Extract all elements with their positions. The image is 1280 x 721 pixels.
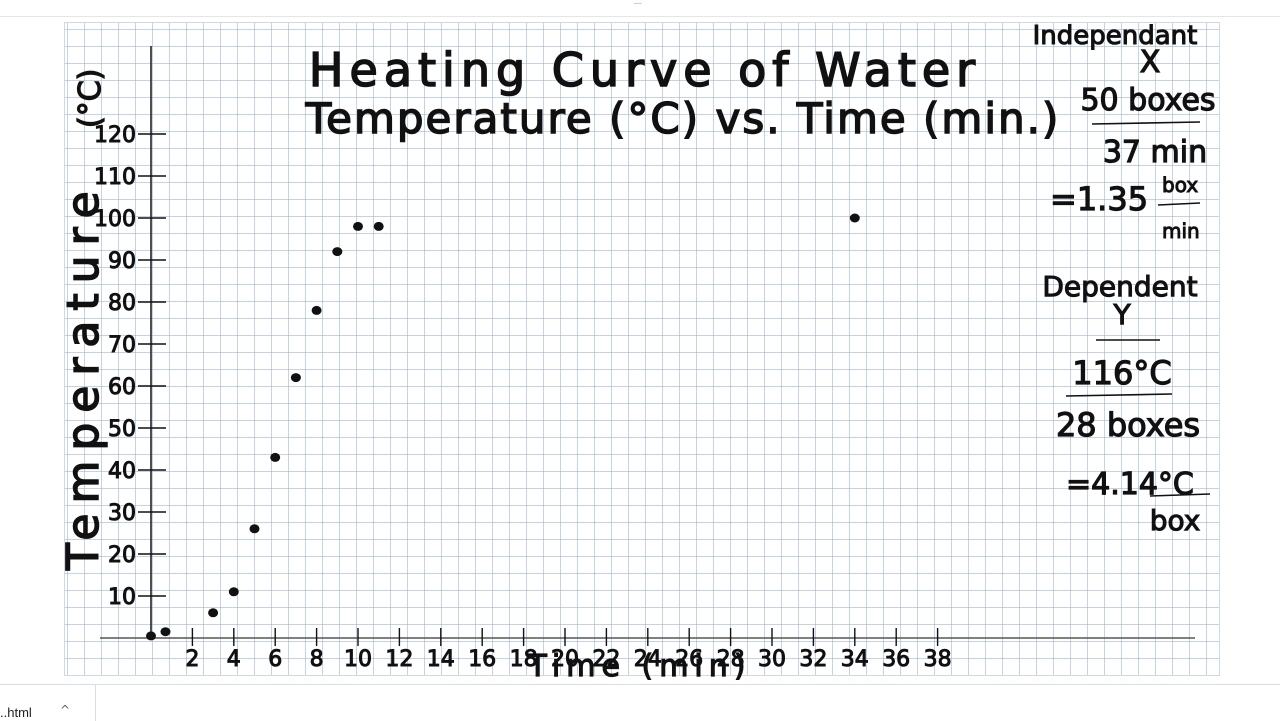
x-tick-label: 28 (717, 647, 745, 672)
note-x-letter: X (1140, 45, 1161, 80)
top-notch (634, 0, 642, 4)
note-x-bottom: 37 min (1103, 135, 1207, 170)
x-tick-label: 36 (882, 647, 910, 672)
data-points (146, 213, 860, 641)
data-point (160, 627, 171, 637)
data-point (849, 213, 860, 223)
note-x-result-unit-bottom: min (1162, 219, 1200, 243)
window-top-strip (0, 0, 1280, 17)
note-x-result-bar (1157, 202, 1201, 206)
y-tick-label: 70 (108, 333, 136, 358)
data-point (311, 305, 322, 315)
heating-curve-chart: Heating Curve of Water Temperature (°C) … (57, 20, 1216, 680)
y-tick-label: 100 (94, 207, 136, 232)
scale-notes: Independant X 50 boxes 37 min =1.35 box … (1032, 20, 1216, 537)
graph-paper (64, 22, 1220, 676)
x-tick-label: 10 (344, 647, 372, 672)
data-point (208, 608, 219, 618)
download-item[interactable]: ..html ^ (0, 685, 96, 721)
note-y-bottom: 28 boxes (1056, 406, 1200, 444)
y-tick-label: 80 (108, 291, 136, 316)
data-point (249, 524, 260, 534)
note-x-fraction-bar (1091, 121, 1201, 125)
x-tick-label: 34 (841, 647, 869, 672)
note-x-result: =1.35 (1050, 180, 1148, 218)
note-y-top: 116°C (1072, 354, 1171, 392)
y-tick-label: 30 (108, 501, 136, 526)
y-tick-label: 60 (108, 375, 136, 400)
x-ticks: 2 4 6 8 10 12 14 16 18 20 22 24 26 28 30 32 34 36 38 (185, 628, 952, 673)
chart-subtitle: Temperature (°C) vs. Time (min.) (305, 94, 1061, 143)
data-point (332, 247, 343, 257)
data-point (146, 631, 156, 641)
note-independent: Independant (1033, 21, 1198, 51)
chevron-up-icon[interactable]: ^ (60, 703, 71, 717)
x-tick-label: 8 (310, 647, 324, 672)
y-axis-unit: (°C) (73, 69, 108, 128)
x-tick-label: 32 (799, 647, 827, 672)
download-file-name[interactable]: ..html (0, 705, 32, 720)
x-tick-label: 4 (227, 647, 241, 672)
x-tick-label: 6 (268, 647, 282, 672)
y-axis-title: Temperature (58, 181, 109, 571)
note-x-result-unit-top: box (1162, 173, 1198, 197)
x-axis-title: Time (min) (528, 649, 752, 680)
note-y-result-unit-bottom: box (1150, 504, 1201, 537)
y-ticks: 10 20 30 40 50 60 70 80 90 100 110 120 (94, 123, 166, 611)
x-tick-label: 14 (427, 647, 455, 672)
note-y-result: =4.14°C (1066, 467, 1194, 502)
note-y-letter: Y (1112, 298, 1131, 331)
x-tick-label: 12 (385, 647, 413, 672)
y-tick-label: 10 (108, 585, 136, 610)
y-tick-label: 20 (108, 543, 136, 568)
download-bar: ..html ^ (0, 684, 1280, 721)
note-y-result-bar (1149, 493, 1211, 497)
chart-title: Heating Curve of Water (309, 43, 981, 97)
x-tick-label: 2 (185, 647, 199, 672)
x-tick-label: 18 (510, 647, 538, 672)
x-tick-label: 26 (675, 647, 703, 672)
y-tick-label: 50 (108, 417, 136, 442)
y-tick-label: 40 (108, 459, 136, 484)
x-tick-label: 16 (468, 647, 496, 672)
x-tick-label: 20 (551, 647, 579, 672)
note-dependent: Dependent (1042, 270, 1197, 303)
data-point (228, 587, 239, 597)
x-tick-label: 38 (924, 647, 952, 672)
x-tick-label: 30 (758, 647, 786, 672)
x-tick-label: 24 (634, 647, 662, 672)
data-point (270, 452, 281, 462)
data-point (353, 221, 363, 231)
y-tick-label: 90 (108, 249, 136, 274)
note-x-top: 50 boxes (1080, 83, 1215, 118)
data-point (373, 221, 384, 231)
x-tick-label: 22 (592, 647, 620, 672)
y-tick-label: 120 (94, 123, 136, 148)
note-y-fraction-bar (1065, 393, 1173, 397)
y-tick-label: 110 (94, 165, 136, 190)
data-point (290, 373, 301, 383)
